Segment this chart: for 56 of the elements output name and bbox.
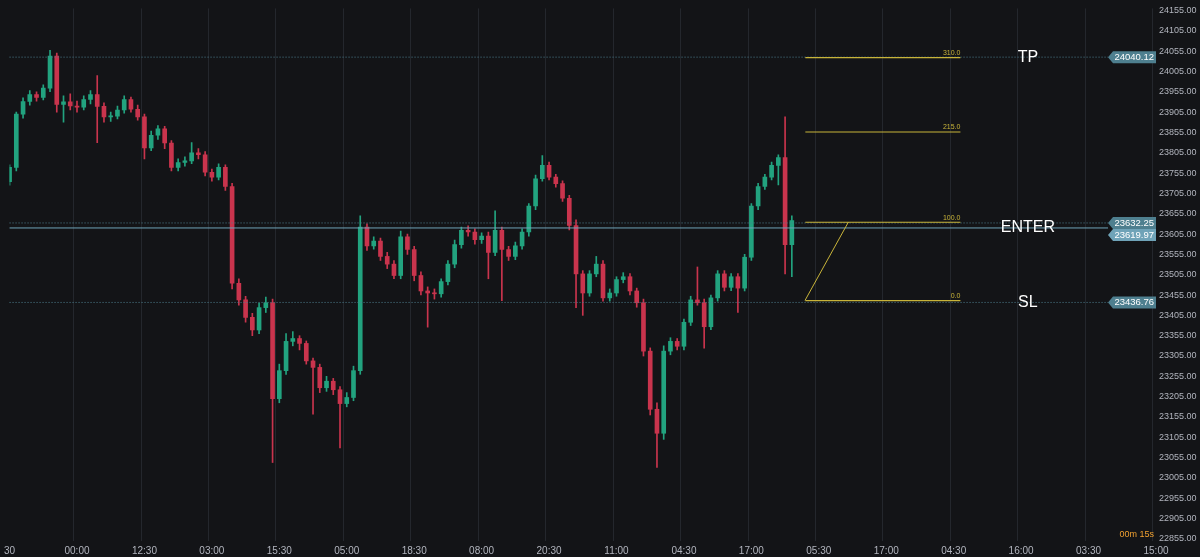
x-tick-label: 04:30: [941, 544, 967, 556]
y-tick-label: 23605.00: [1159, 228, 1197, 239]
y-tick-label: 24055.00: [1159, 45, 1197, 56]
y-tick-label: 23955.00: [1159, 86, 1197, 97]
y-tick-label: 23255.00: [1159, 370, 1197, 381]
y-tick-label: 23555.00: [1159, 248, 1197, 259]
ref-line-label: 23632.25: [1114, 216, 1154, 228]
ref-line-label: 23436.76: [1114, 296, 1154, 308]
x-tick-label: 15:30: [266, 544, 293, 556]
y-tick-label: 22905.00: [1159, 513, 1197, 524]
y-tick-label: 23105.00: [1159, 431, 1197, 442]
y-tick-label: 23505.00: [1159, 269, 1197, 280]
x-tick-label: 12:30: [131, 544, 158, 556]
x-tick-label: 17:00: [873, 544, 900, 556]
x-tick-label: 05:30: [806, 544, 832, 556]
x-tick-label: 08:00: [469, 544, 495, 556]
y-tick-label: 23705.00: [1159, 187, 1197, 198]
x-tick-label: 05:00: [334, 544, 360, 556]
ref-line-label: 23619.97: [1114, 228, 1154, 240]
x-tick-label: 17:00: [738, 544, 765, 556]
y-tick-label: 23655.00: [1159, 208, 1197, 219]
y-tick-label: 23305.00: [1159, 350, 1197, 361]
x-tick-label: 11:00: [604, 544, 630, 556]
ref-line-label: 24040.12: [1114, 50, 1154, 62]
annotation: TP: [1017, 47, 1039, 65]
x-tick-label: 18:30: [401, 544, 428, 556]
y-tick-label: 23205.00: [1159, 391, 1197, 402]
y-tick-label: 23455.00: [1159, 289, 1197, 300]
y-tick-label: 23755.00: [1159, 167, 1197, 178]
x-tick-label: 16:00: [1008, 544, 1035, 556]
annotation: 00m 15s: [1119, 528, 1155, 539]
y-tick-label: 23055.00: [1159, 452, 1197, 463]
candlestick: [337, 386, 343, 449]
x-tick-label: 03:30: [1076, 544, 1102, 556]
x-tick-label: 20:30: [536, 544, 563, 556]
y-tick-label: 24005.00: [1159, 65, 1197, 76]
candlestick: [67, 93, 73, 111]
y-tick-label: 22955.00: [1159, 492, 1197, 503]
x-tick-label: 00:00: [64, 544, 90, 556]
y-tick-label: 23405.00: [1159, 309, 1197, 320]
y-tick-label: 23855.00: [1159, 126, 1197, 137]
y-tick-label: 23005.00: [1159, 472, 1197, 483]
annotation: SL: [1018, 292, 1038, 310]
y-tick-label: 24155.00: [1159, 4, 1197, 15]
candlestick: [94, 75, 100, 143]
y-tick-label: 23355.00: [1159, 330, 1197, 341]
x-tick-label: 03:00: [199, 544, 225, 556]
x-tick-label: 15:00: [1143, 544, 1169, 556]
y-tick-label: 23905.00: [1159, 106, 1197, 117]
y-tick-label: 23155.00: [1159, 411, 1197, 422]
y-tick-label: 22855.00: [1159, 533, 1197, 544]
y-tick-label: 24105.00: [1159, 25, 1197, 36]
x-tick-label: 04:30: [671, 544, 697, 556]
x-tick-label: 30: [4, 544, 16, 556]
annotation: ENTER: [1000, 218, 1055, 236]
y-tick-label: 23805.00: [1159, 147, 1197, 158]
